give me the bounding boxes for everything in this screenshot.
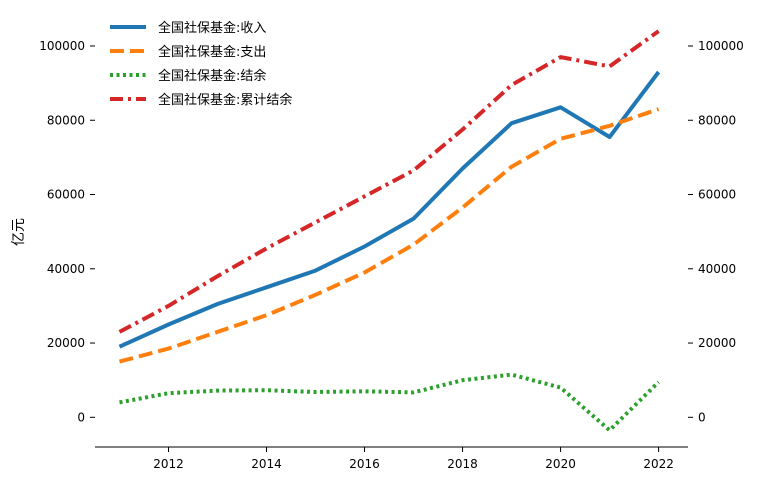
- legend-label-3: 全国社保基金:累计结余: [158, 92, 292, 108]
- right-y-ticks: 0 20000 40000 60000 80000 100000: [688, 39, 744, 424]
- y-axis-title: 亿元: [11, 218, 27, 246]
- right-y-tick-label: 40000: [698, 262, 736, 276]
- left-y-tick-label: 20000: [47, 336, 85, 350]
- series-line-2: [119, 372, 661, 433]
- legend-label-2: 全国社保基金:结余: [158, 68, 266, 84]
- series-line-3: [118, 29, 660, 334]
- x-tick-label: 2018: [447, 457, 478, 471]
- left-y-tick-label: 80000: [47, 113, 85, 127]
- right-y-tick-label: 20000: [698, 336, 736, 350]
- series-line-0: [118, 70, 661, 349]
- right-y-tick-label: 0: [698, 410, 706, 424]
- left-y-tick-label: 100000: [39, 39, 85, 53]
- right-y-tick-label: 100000: [698, 39, 744, 53]
- series-line-1: [118, 107, 660, 364]
- x-ticks: 2012 2014 2016 2018 2020 2022: [153, 447, 674, 471]
- legend-label-1: 全国社保基金:支出: [158, 44, 266, 60]
- x-tick-label: 2012: [153, 457, 184, 471]
- right-y-tick-label: 60000: [698, 188, 736, 202]
- series-group: [118, 29, 661, 433]
- x-tick-label: 2020: [545, 457, 576, 471]
- left-y-tick-label: 40000: [47, 262, 85, 276]
- left-y-tick-label: 60000: [47, 188, 85, 202]
- right-y-tick-label: 80000: [698, 113, 736, 127]
- left-y-tick-label: 0: [77, 410, 85, 424]
- left-y-ticks: 0 20000 40000 60000 80000 100000: [39, 39, 95, 424]
- legend-label-0: 全国社保基金:收入: [158, 20, 266, 36]
- x-tick-label: 2016: [349, 457, 380, 471]
- x-tick-label: 2022: [643, 457, 674, 471]
- x-tick-label: 2014: [251, 457, 282, 471]
